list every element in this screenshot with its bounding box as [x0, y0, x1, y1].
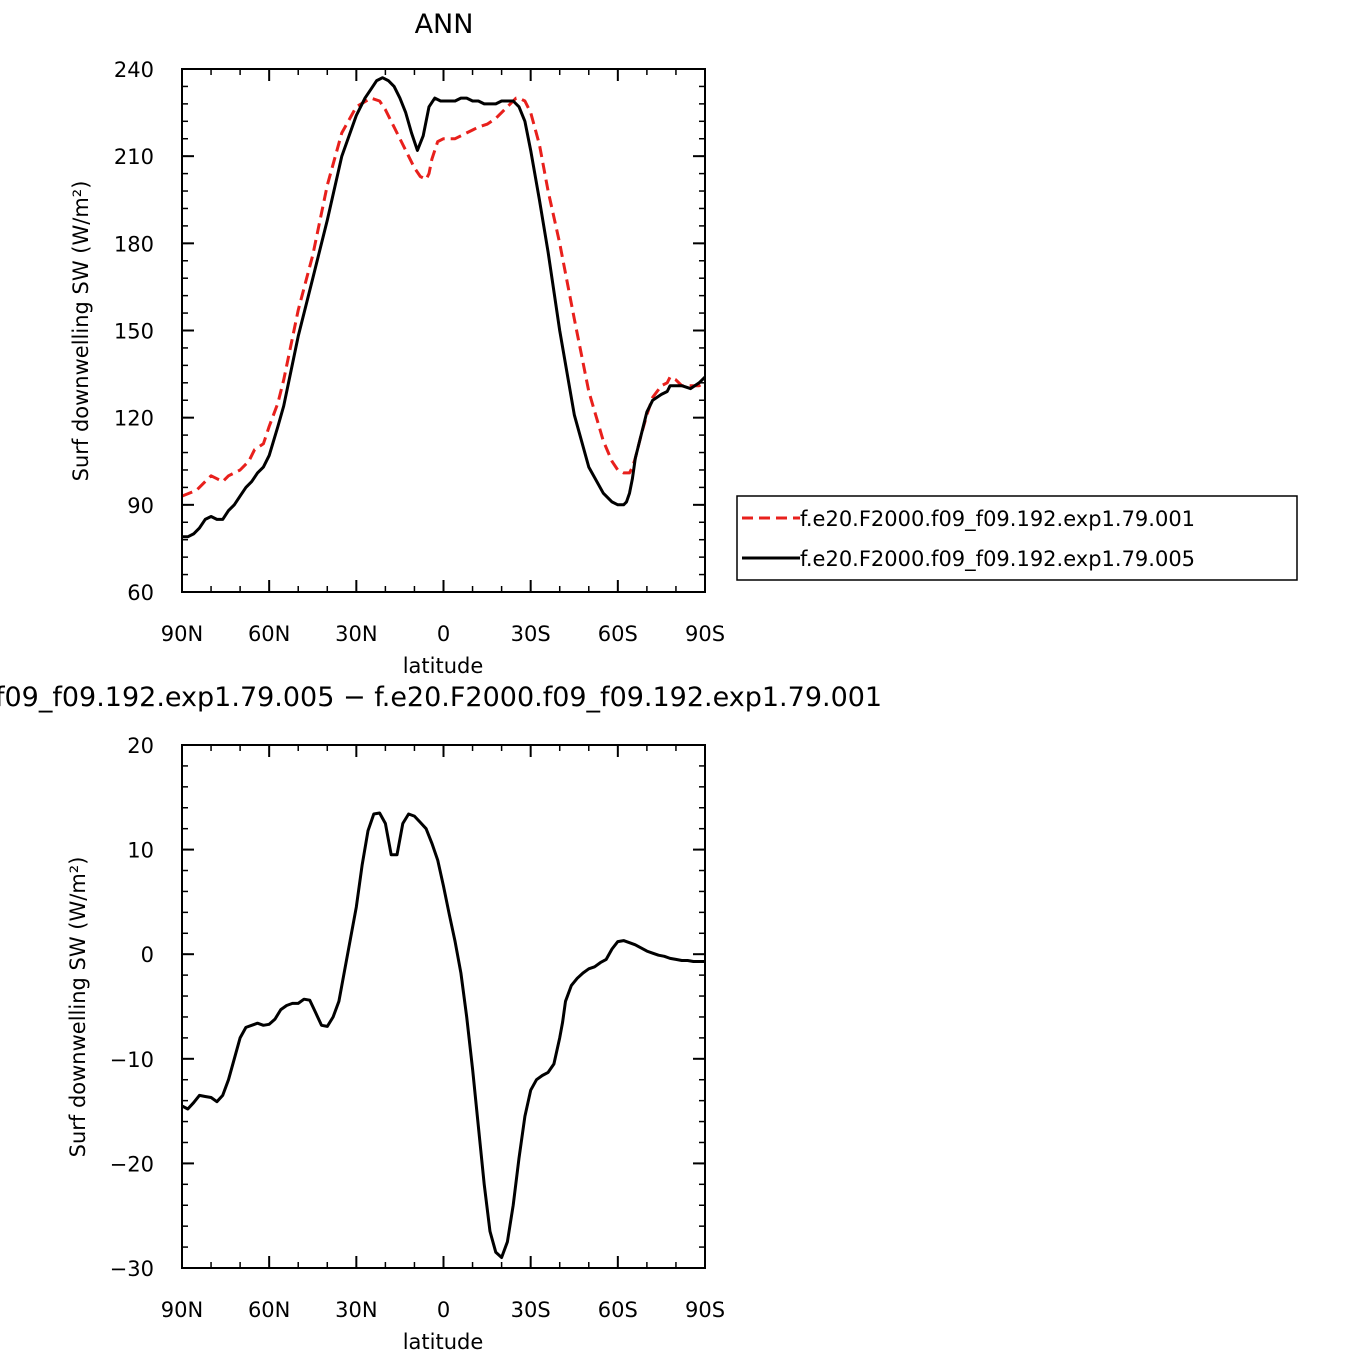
- xtick-label: 0: [437, 622, 450, 646]
- legend-label-001: f.e20.F2000.f09_f09.192.exp1.79.001: [800, 507, 1195, 532]
- ytick-label: 240: [114, 58, 154, 82]
- bottom-ylabel: Surf downwelling SW (W/m²): [66, 857, 90, 1158]
- bottom-chart-title: f09_f09.192.exp1.79.005 − f.e20.F2000.f0…: [0, 682, 882, 713]
- top-chart-title: ANN: [415, 9, 474, 40]
- ytick-label: 120: [114, 407, 154, 431]
- ytick-label: −30: [110, 1257, 154, 1281]
- ytick-label: 90: [127, 494, 154, 518]
- bottom-ytick-labels: 20 10 0 −10 −20 −30: [110, 734, 154, 1281]
- xtick-label: 60N: [248, 622, 290, 646]
- xtick-label: 90S: [685, 1298, 725, 1322]
- xtick-label: 60S: [598, 622, 638, 646]
- xtick-label: 30N: [335, 622, 377, 646]
- ytick-label: 180: [114, 232, 154, 256]
- ytick-label: 10: [127, 839, 154, 863]
- ytick-label: 60: [127, 581, 154, 605]
- top-xlabel: latitude: [403, 654, 484, 678]
- bottom-xtick-labels: 90N 60N 30N 0 30S 60S 90S: [161, 1298, 725, 1322]
- ytick-label: 20: [127, 734, 154, 758]
- bottom-panel: f09_f09.192.exp1.79.005 − f.e20.F2000.f0…: [0, 682, 882, 1354]
- xtick-label: 30N: [335, 1298, 377, 1322]
- ytick-label: −10: [110, 1048, 154, 1072]
- legend-box: [736, 495, 1298, 581]
- bottom-xlabel: latitude: [403, 1330, 484, 1354]
- top-xtick-labels: 90N 60N 30N 0 30S 60S 90S: [161, 622, 725, 646]
- bottom-plot-frame: [181, 744, 706, 1269]
- ytick-label: 0: [141, 943, 154, 967]
- ytick-label: −20: [110, 1152, 154, 1176]
- xtick-label: 60N: [248, 1298, 290, 1322]
- legend-label-005: f.e20.F2000.f09_f09.192.exp1.79.005: [800, 547, 1195, 572]
- series-line-1-0: [181, 811, 705, 1259]
- xtick-label: 0: [437, 1298, 450, 1322]
- series-line-0-0: [181, 96, 706, 498]
- xtick-label: 90S: [685, 622, 725, 646]
- xtick-label: 90N: [161, 622, 203, 646]
- xtick-label: 30S: [511, 1298, 551, 1322]
- ytick-label: 150: [114, 320, 154, 344]
- xtick-label: 60S: [598, 1298, 638, 1322]
- legend: f.e20.F2000.f09_f09.192.exp1.79.001 f.e2…: [736, 495, 1298, 581]
- xtick-label: 30S: [511, 622, 551, 646]
- xtick-label: 90N: [161, 1298, 203, 1322]
- ytick-label: 210: [114, 145, 154, 169]
- top-plot-frame: [181, 68, 706, 593]
- top-panel: ANN 240 210 180 150 120 90 60 90N 60N 30N 0 30S 60S…: [69, 9, 1298, 678]
- top-series-group: [181, 76, 707, 539]
- series-line-0-1: [182, 76, 707, 539]
- top-ylabel: Surf downwelling SW (W/m²): [69, 181, 93, 482]
- top-ytick-labels: 240 210 180 150 120 90 60: [114, 58, 154, 605]
- bottom-series-group: [181, 811, 705, 1259]
